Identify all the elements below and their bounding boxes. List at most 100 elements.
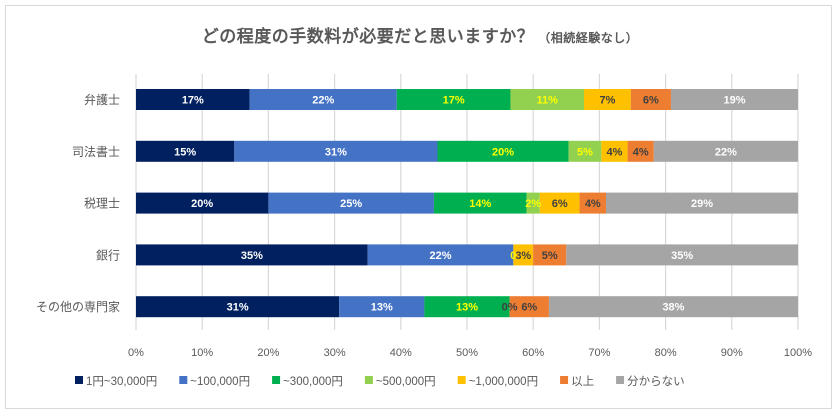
x-tick-label: 50% bbox=[456, 347, 478, 359]
data-label: 17% bbox=[443, 95, 465, 107]
data-label: 14% bbox=[469, 198, 491, 210]
bar-segment bbox=[136, 89, 250, 110]
x-tick-label: 10% bbox=[191, 347, 213, 359]
data-label: 11% bbox=[537, 95, 559, 107]
chart-title-main: どの程度の手数料が必要だと思いますか？ bbox=[201, 27, 535, 47]
data-label: 5% bbox=[542, 250, 558, 262]
legend-label: ~1,000,000円 bbox=[469, 376, 538, 388]
bar-segment bbox=[268, 192, 434, 214]
legend-label: ~500,000円 bbox=[376, 376, 436, 388]
bar-segment bbox=[339, 296, 425, 318]
data-label: 31% bbox=[227, 302, 249, 314]
legend-swatch bbox=[560, 376, 569, 384]
data-label: 6% bbox=[521, 302, 537, 314]
bar-segment bbox=[136, 140, 235, 162]
data-label: 25% bbox=[340, 198, 362, 210]
data-label: 2% bbox=[525, 198, 541, 210]
bar-segment bbox=[136, 192, 269, 214]
data-label: 20% bbox=[492, 146, 514, 158]
bar-segment bbox=[396, 89, 511, 110]
legend-swatch bbox=[616, 376, 625, 384]
legend-swatch bbox=[364, 376, 373, 384]
x-tick-label: 20% bbox=[257, 347, 279, 359]
data-label: 22% bbox=[430, 250, 452, 262]
bar-segment bbox=[630, 89, 671, 110]
data-label: 22% bbox=[715, 146, 737, 158]
legend-label: 分からない bbox=[627, 375, 685, 388]
data-label: 13% bbox=[456, 302, 478, 314]
bar-segment bbox=[606, 192, 798, 214]
data-label: 0% bbox=[502, 302, 518, 314]
data-label: 6% bbox=[643, 95, 659, 107]
legend-swatch bbox=[75, 376, 83, 384]
bar-segment bbox=[601, 140, 628, 162]
legend: 1円~30,000円 ~100,000円 ~300,000円 ~500,000円 ~1,… bbox=[75, 375, 685, 388]
category-label: 銀行 bbox=[96, 248, 120, 262]
bar-segment bbox=[548, 296, 798, 318]
data-label: 7% bbox=[599, 95, 615, 107]
bar-segment bbox=[539, 192, 580, 214]
data-label: 13% bbox=[371, 302, 393, 314]
bar-segment bbox=[234, 140, 438, 162]
data-label: 15% bbox=[174, 146, 196, 158]
data-label: 3% bbox=[515, 250, 531, 262]
x-tick-label: 0% bbox=[128, 347, 144, 359]
category-label: その他の専門家 bbox=[36, 299, 120, 314]
data-label: 5% bbox=[577, 146, 593, 158]
data-label: 35% bbox=[671, 250, 693, 262]
bar-segment bbox=[653, 140, 798, 162]
x-tick-label: 70% bbox=[588, 347, 610, 359]
x-tick-label: 90% bbox=[721, 347, 743, 359]
data-label: 31% bbox=[325, 146, 347, 158]
bar-segment bbox=[568, 140, 602, 162]
legend-label: 1円~30,000円 bbox=[86, 376, 157, 388]
bar-segment bbox=[510, 89, 585, 110]
legend-swatch bbox=[179, 376, 188, 384]
data-label: 17% bbox=[182, 95, 204, 107]
bar-segment bbox=[424, 296, 510, 318]
data-label: 0 bbox=[510, 250, 516, 262]
bar-segment bbox=[579, 192, 607, 214]
x-tick-labels: 0% 10% 20% 30% 40% 50% 60% 70% 80% 90% 100% bbox=[128, 347, 812, 359]
chart-title: どの程度の手数料が必要だと思いますか？ （相続経験なし） bbox=[0, 22, 840, 47]
legend-label: ~300,000円 bbox=[283, 376, 343, 388]
chart-subtitle: （相続経験なし） bbox=[538, 31, 639, 45]
x-tick-label: 60% bbox=[522, 347, 544, 359]
bar-segment bbox=[670, 89, 798, 110]
category-label: 税理士 bbox=[84, 197, 120, 211]
data-label: 35% bbox=[241, 250, 263, 262]
bar-segment bbox=[249, 89, 397, 110]
legend-swatch bbox=[457, 376, 466, 384]
bar-segment bbox=[584, 89, 631, 110]
x-tick-label: 100% bbox=[784, 347, 812, 359]
data-label: 19% bbox=[723, 95, 745, 107]
category-label: 司法書士 bbox=[72, 145, 120, 159]
data-label: 20% bbox=[191, 198, 213, 210]
bar-segment bbox=[367, 244, 514, 266]
bar-segment bbox=[533, 244, 567, 266]
data-label: 6% bbox=[552, 198, 568, 210]
bar-segment bbox=[509, 296, 549, 318]
bar-segment bbox=[437, 140, 569, 162]
data-label: 29% bbox=[691, 198, 713, 210]
bar-segment bbox=[136, 244, 368, 266]
data-label: 4% bbox=[607, 146, 623, 158]
bars bbox=[136, 89, 798, 318]
bar-segment bbox=[433, 192, 527, 214]
x-tick-label: 30% bbox=[324, 347, 346, 359]
legend-label: 以上 bbox=[571, 375, 594, 388]
legend-label: ~100,000円 bbox=[190, 376, 250, 388]
bar-segment bbox=[627, 140, 654, 162]
bar-segment bbox=[513, 244, 534, 266]
data-label: 22% bbox=[312, 95, 334, 107]
x-tick-label: 80% bbox=[655, 347, 677, 359]
category-label: 弁護士 bbox=[84, 92, 120, 107]
bar-segment bbox=[526, 192, 540, 214]
x-tick-label: 40% bbox=[390, 347, 412, 359]
data-label: 4% bbox=[585, 198, 601, 210]
data-label: 38% bbox=[662, 302, 684, 314]
data-label: 4% bbox=[633, 146, 649, 158]
bar-segment bbox=[566, 244, 798, 266]
